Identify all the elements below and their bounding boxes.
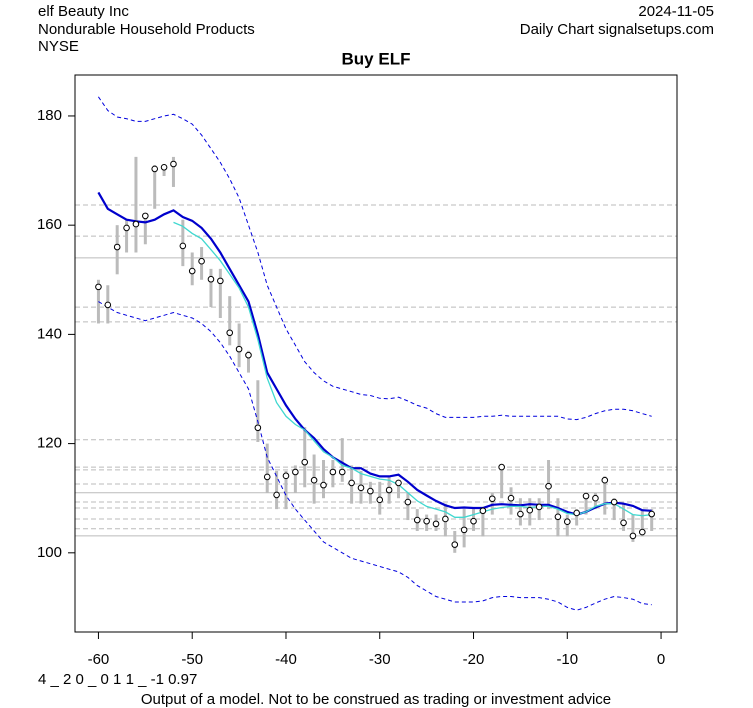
x-tick-label: -30 — [369, 651, 391, 668]
close-point — [479, 507, 487, 515]
date: 2024-11-05 — [638, 3, 714, 20]
close-point — [620, 519, 627, 527]
close-point — [301, 458, 309, 466]
close-point — [273, 491, 280, 499]
close-point — [376, 496, 384, 504]
close-point — [160, 163, 168, 171]
close-point — [142, 212, 149, 220]
close-point — [451, 541, 459, 548]
close-point — [367, 487, 374, 495]
indicator-line — [97, 191, 652, 516]
indicator-line — [98, 301, 652, 611]
x-tick-label: -10 — [556, 651, 578, 668]
y-tick-label: 100 — [37, 544, 62, 561]
close-point — [563, 518, 571, 525]
close-point — [310, 476, 318, 484]
x-tick-label: -40 — [275, 651, 297, 668]
close-point — [432, 520, 440, 528]
close-point — [535, 503, 543, 511]
close-point — [179, 242, 187, 250]
close-point — [582, 492, 590, 500]
close-point — [488, 495, 496, 503]
close-point — [413, 516, 421, 524]
close-point — [113, 243, 121, 251]
close-point — [498, 463, 505, 471]
close-point — [592, 494, 599, 502]
close-point — [507, 494, 515, 502]
close-point — [460, 526, 468, 534]
x-tick-label: -20 — [463, 651, 485, 668]
company: elf Beauty Inc — [38, 3, 129, 20]
close-point — [545, 482, 552, 490]
close-point — [442, 515, 449, 523]
y-tick-label: 120 — [37, 435, 62, 452]
close-point — [132, 220, 140, 228]
disclaimer: Output of a model. Not to be construed a… — [141, 691, 611, 708]
close-point — [188, 267, 196, 275]
chart-title: Buy ELF — [342, 49, 411, 68]
close-point — [198, 257, 205, 265]
close-point — [95, 283, 102, 291]
close-point — [423, 517, 430, 525]
close-point — [629, 532, 637, 540]
y-tick-label: 160 — [37, 216, 62, 233]
y-tick-label: 140 — [37, 325, 62, 342]
close-point — [207, 275, 215, 283]
close-point — [554, 513, 562, 521]
source: Daily Chart signalsetups.com — [520, 21, 714, 38]
close-point — [470, 517, 477, 525]
plot-frame — [74, 74, 678, 633]
close-point — [235, 345, 243, 353]
model-code: 4 _ 2 0 _ 0 1 1 _ -1 0.97 — [38, 671, 197, 688]
exchange: NYSE — [38, 38, 79, 55]
close-point — [639, 528, 646, 536]
close-point — [123, 224, 130, 232]
close-point — [385, 486, 393, 494]
close-point — [610, 498, 618, 506]
close-point — [151, 165, 159, 173]
close-point — [263, 473, 271, 481]
close-point — [517, 510, 524, 518]
close-point — [245, 351, 252, 359]
indicator-line — [97, 96, 652, 421]
close-point — [292, 468, 299, 476]
close-point — [573, 509, 580, 517]
indicator-line — [173, 221, 652, 518]
y-tick-label: 180 — [37, 107, 62, 124]
close-point — [526, 506, 534, 514]
close-point — [329, 468, 337, 476]
close-point — [404, 498, 412, 506]
close-point — [395, 479, 402, 487]
close-point — [601, 476, 609, 484]
close-point — [357, 484, 365, 492]
close-point — [104, 301, 112, 309]
close-point — [217, 277, 224, 285]
close-point — [320, 481, 327, 489]
close-point — [226, 329, 234, 337]
x-tick-label: 0 — [657, 651, 665, 668]
close-point — [170, 160, 177, 168]
close-point — [254, 424, 262, 432]
close-point — [282, 472, 290, 480]
sector: Nondurable Household Products — [38, 21, 255, 38]
close-point — [348, 479, 355, 487]
close-point — [338, 468, 346, 476]
x-tick-label: -50 — [181, 651, 203, 668]
x-tick-label: -60 — [88, 651, 110, 668]
close-point — [648, 510, 655, 518]
